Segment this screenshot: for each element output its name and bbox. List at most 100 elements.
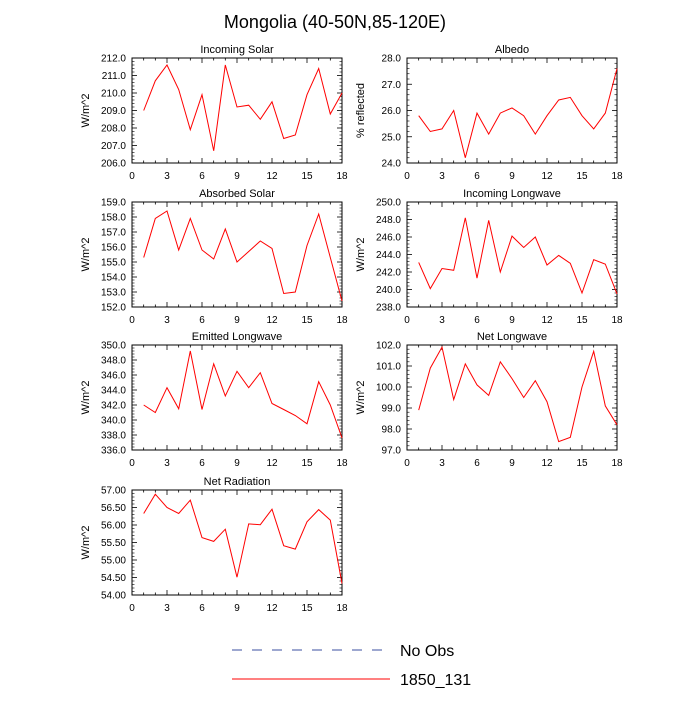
y-axis-label: W/m^2 <box>80 238 92 272</box>
y-tick-label: 244.0 <box>376 250 401 261</box>
y-tick-label: 208.0 <box>101 124 126 135</box>
legend-label-1850-131: 1850_131 <box>400 672 471 689</box>
plot-frame <box>131 57 343 164</box>
series-line-1850-131 <box>418 68 618 158</box>
plot-frame <box>406 344 618 451</box>
x-tick-label: 15 <box>576 315 588 326</box>
y-tick-label: 156.0 <box>101 243 126 254</box>
y-tick-label: 27.0 <box>382 80 402 91</box>
y-tick-label: 56.00 <box>101 521 126 532</box>
x-tick-label: 9 <box>234 603 240 614</box>
x-tick-label: 12 <box>541 458 553 469</box>
x-tick-label: 3 <box>439 171 445 182</box>
y-tick-label: 342.0 <box>101 401 126 412</box>
x-tick-label: 12 <box>266 603 278 614</box>
x-tick-label: 6 <box>474 171 480 182</box>
y-tick-label: 54.00 <box>101 591 126 602</box>
y-tick-label: 153.0 <box>101 288 126 299</box>
x-tick-label: 15 <box>301 315 313 326</box>
panel-title: Net Longwave <box>477 331 547 343</box>
y-axis-label: W/m^2 <box>80 526 92 560</box>
x-tick-label: 3 <box>164 458 170 469</box>
x-tick-label: 15 <box>576 458 588 469</box>
plot-frame <box>131 489 343 596</box>
x-tick-label: 18 <box>611 315 623 326</box>
y-axis-label: W/m^2 <box>80 381 92 415</box>
panel-title: Incoming Longwave <box>463 188 561 200</box>
x-tick-label: 0 <box>404 315 410 326</box>
x-tick-label: 3 <box>164 603 170 614</box>
x-tick-label: 3 <box>439 458 445 469</box>
y-tick-label: 97.0 <box>382 446 402 457</box>
y-tick-label: 248.0 <box>376 215 401 226</box>
x-tick-label: 15 <box>301 603 313 614</box>
y-tick-label: 102.0 <box>376 341 401 352</box>
x-tick-label: 6 <box>474 315 480 326</box>
y-tick-label: 55.00 <box>101 556 126 567</box>
y-tick-label: 238.0 <box>376 303 401 314</box>
x-tick-label: 6 <box>199 315 205 326</box>
x-tick-label: 3 <box>164 315 170 326</box>
plot-frame <box>131 201 343 308</box>
panel-title: Net Radiation <box>204 476 271 488</box>
y-tick-label: 157.0 <box>101 228 126 239</box>
x-tick-label: 12 <box>266 315 278 326</box>
series-line-1850-131 <box>143 493 343 584</box>
x-tick-label: 0 <box>404 458 410 469</box>
y-tick-label: 154.0 <box>101 273 126 284</box>
y-tick-label: 212.0 <box>101 54 126 65</box>
y-tick-label: 250.0 <box>376 198 401 209</box>
panel-title: Albedo <box>495 44 529 56</box>
panel-absorbed-solar: Absorbed Solar W/m^2 0 3 6 9 12 15 18 152.0 153.0 1… <box>80 188 348 326</box>
y-tick-label: 25.0 <box>382 132 402 143</box>
x-tick-label: 18 <box>336 458 348 469</box>
x-tick-label: 6 <box>199 458 205 469</box>
y-tick-label: 344.0 <box>101 386 126 397</box>
x-tick-label: 12 <box>266 171 278 182</box>
x-tick-label: 12 <box>541 315 553 326</box>
y-tick-label: 155.0 <box>101 258 126 269</box>
y-tick-label: 26.0 <box>382 106 402 117</box>
y-axis-label: % reflected <box>355 83 367 138</box>
y-tick-label: 240.0 <box>376 285 401 296</box>
y-tick-label: 55.50 <box>101 538 126 549</box>
panel-albedo: Albedo % reflected 0 3 6 9 12 15 18 24.0 25.0 26.0 2… <box>355 44 623 182</box>
y-tick-label: 246.0 <box>376 233 401 244</box>
y-axis-label: W/m^2 <box>355 238 367 272</box>
x-tick-label: 18 <box>611 458 623 469</box>
y-tick-label: 350.0 <box>101 341 126 352</box>
y-tick-label: 211.0 <box>102 71 127 82</box>
x-tick-label: 0 <box>129 458 135 469</box>
y-tick-label: 98.0 <box>382 425 402 436</box>
y-tick-label: 209.0 <box>101 106 126 117</box>
y-tick-label: 242.0 <box>376 268 401 279</box>
x-tick-label: 12 <box>541 171 553 182</box>
y-tick-label: 56.50 <box>101 503 126 514</box>
panel-emitted-longwave: Emitted Longwave W/m^2 0 3 6 9 12 15 18 336.0 338.… <box>80 331 348 469</box>
y-tick-label: 54.50 <box>101 573 126 584</box>
x-tick-label: 18 <box>336 603 348 614</box>
plot-frame <box>131 344 343 451</box>
x-tick-label: 3 <box>439 315 445 326</box>
figure-title: Mongolia (40-50N,85-120E) <box>224 12 446 32</box>
y-tick-label: 100.0 <box>376 383 401 394</box>
panel-incoming-longwave: Incoming Longwave W/m^2 0 3 6 9 12 15 18 238.0 240… <box>355 188 623 326</box>
x-tick-label: 15 <box>576 171 588 182</box>
x-tick-label: 0 <box>404 171 410 182</box>
y-tick-label: 57.00 <box>101 486 126 497</box>
x-tick-label: 9 <box>509 171 515 182</box>
x-tick-label: 9 <box>509 315 515 326</box>
y-tick-label: 207.0 <box>101 141 126 152</box>
x-tick-label: 15 <box>301 171 313 182</box>
x-tick-label: 9 <box>234 315 240 326</box>
y-tick-label: 99.0 <box>382 404 402 415</box>
legend-label-no-obs: No Obs <box>400 643 454 660</box>
panel-title: Emitted Longwave <box>192 331 283 343</box>
x-tick-label: 9 <box>509 458 515 469</box>
panel-title: Absorbed Solar <box>199 188 275 200</box>
x-tick-label: 0 <box>129 315 135 326</box>
x-tick-label: 6 <box>199 171 205 182</box>
x-tick-label: 18 <box>611 171 623 182</box>
x-tick-label: 6 <box>474 458 480 469</box>
